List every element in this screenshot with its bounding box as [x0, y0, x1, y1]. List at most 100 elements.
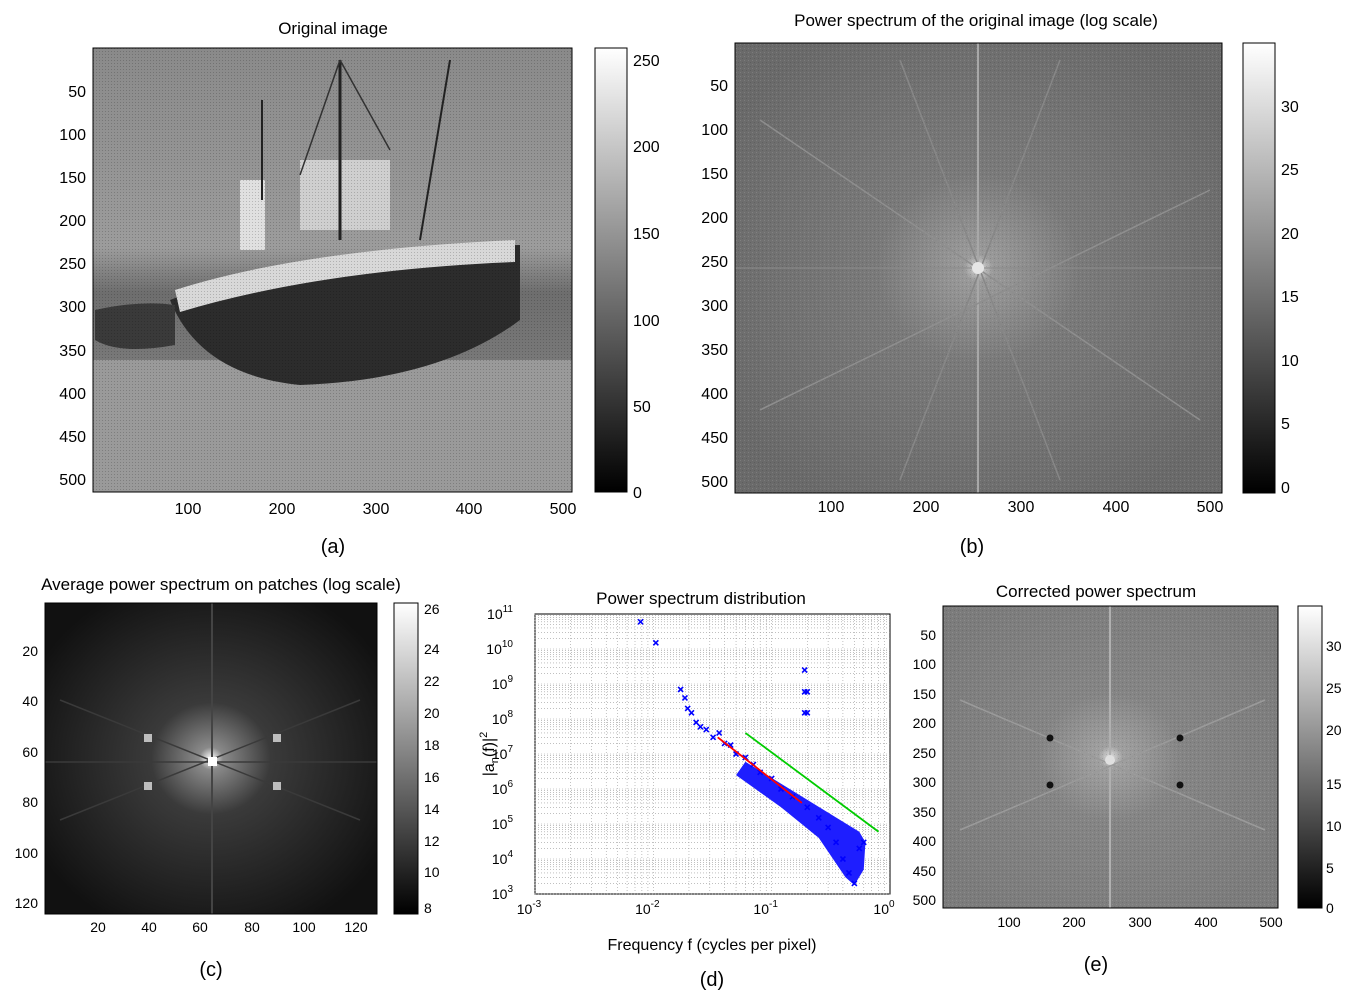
- svg-text:400: 400: [701, 386, 728, 403]
- svg-text:20: 20: [90, 919, 106, 935]
- scatter-point: [677, 686, 684, 693]
- svg-text:50: 50: [68, 84, 86, 101]
- scatter-point: [652, 639, 659, 646]
- svg-text:16: 16: [424, 769, 440, 785]
- panel-c: Average power spectrum on patches (log s…: [15, 575, 440, 981]
- panel-d-title: Power spectrum distribution: [596, 589, 806, 608]
- svg-text:100: 100: [633, 313, 660, 330]
- svg-text:250: 250: [913, 745, 937, 761]
- y-tick-label: 109: [492, 674, 514, 692]
- svg-text:0: 0: [633, 485, 642, 502]
- svg-text:300: 300: [913, 774, 937, 790]
- svg-text:500: 500: [913, 892, 937, 908]
- svg-text:20: 20: [424, 705, 440, 721]
- panel-d-ylabel: |an(f)|2: [478, 732, 501, 777]
- panel-d-xlabel: Frequency f (cycles per pixel): [608, 937, 817, 954]
- scatter-point: [703, 726, 710, 733]
- svg-text:400: 400: [59, 386, 86, 403]
- fit-line-green: [744, 732, 880, 833]
- x-tick-label: 10-1: [753, 899, 778, 917]
- scatter-point: [851, 880, 858, 887]
- svg-text:500: 500: [701, 474, 728, 491]
- svg-text:12: 12: [424, 833, 440, 849]
- scatter-point: [697, 723, 704, 730]
- panel-c-title: Average power spectrum on patches (log s…: [41, 575, 401, 594]
- svg-text:400: 400: [1103, 499, 1130, 516]
- scatter-point: [832, 839, 840, 846]
- scatter-point: [856, 845, 863, 852]
- x-tick-label: 10-3: [517, 899, 542, 917]
- y-tick-label: 104: [492, 849, 514, 867]
- panel-b-image: [735, 43, 1222, 493]
- panel-b-yticks: 50 100 150 200 250 300 350 400 450 500: [701, 78, 728, 491]
- panel-e-title: Corrected power spectrum: [996, 582, 1196, 601]
- panel-c-yticks: 20 40 60 80 100 120: [15, 643, 39, 911]
- y-tick-label: 107: [492, 744, 514, 762]
- svg-text:200: 200: [701, 210, 728, 227]
- svg-text:20: 20: [22, 643, 38, 659]
- svg-text:18: 18: [424, 737, 440, 753]
- panel-a-image: [93, 48, 572, 492]
- svg-text:200: 200: [633, 139, 660, 156]
- svg-text:50: 50: [920, 627, 936, 643]
- svg-text:450: 450: [59, 429, 86, 446]
- panel-d-points: [637, 618, 867, 887]
- svg-text:100: 100: [175, 501, 202, 518]
- svg-text:15: 15: [1281, 289, 1299, 306]
- svg-text:300: 300: [363, 501, 390, 518]
- y-tick-label: 106: [492, 779, 514, 797]
- svg-text:10: 10: [424, 864, 440, 880]
- panel-d-yticks: 103 104 105 106 107 108 109 1010 1011: [486, 604, 513, 902]
- svg-text:22: 22: [424, 673, 440, 689]
- panel-a-caption: (a): [321, 536, 345, 558]
- svg-text:150: 150: [913, 686, 937, 702]
- svg-text:200: 200: [1062, 914, 1086, 930]
- svg-text:60: 60: [192, 919, 208, 935]
- svg-text:0: 0: [1326, 900, 1334, 916]
- svg-text:250: 250: [701, 254, 728, 271]
- svg-text:200: 200: [59, 213, 86, 230]
- svg-text:80: 80: [22, 794, 38, 810]
- svg-text:200: 200: [913, 499, 940, 516]
- scatter-point: [845, 869, 853, 876]
- scatter-point: [804, 804, 811, 811]
- svg-text:200: 200: [269, 501, 296, 518]
- panel-b-title: Power spectrum of the original image (lo…: [794, 11, 1158, 30]
- svg-text:100: 100: [818, 499, 845, 516]
- svg-text:25: 25: [1281, 162, 1299, 179]
- panel-e-colorbar: 0 5 10 15 20 25 30: [1297, 605, 1342, 916]
- svg-text:5: 5: [1326, 860, 1334, 876]
- panel-e-yticks: 50 100 150 200 250 300 350 400 450 500: [913, 627, 937, 908]
- scatter-point: [681, 694, 689, 701]
- y-tick-label: 1011: [487, 604, 513, 622]
- svg-text:10: 10: [1281, 353, 1299, 370]
- panel-e-xticks: 100 200 300 400 500: [997, 914, 1283, 930]
- svg-text:120: 120: [15, 895, 39, 911]
- panel-a: Original image 50 100 150 200: [59, 19, 660, 558]
- panel-d-xticks: 10-3 10-2 10-1 100: [517, 899, 895, 917]
- panel-d-caption: (d): [700, 969, 724, 991]
- svg-text:150: 150: [59, 170, 86, 187]
- svg-text:|an(f)|2: |an(f)|2: [478, 732, 501, 777]
- svg-text:400: 400: [456, 501, 483, 518]
- svg-text:120: 120: [344, 919, 368, 935]
- svg-text:0: 0: [1281, 480, 1290, 497]
- svg-text:500: 500: [550, 501, 577, 518]
- svg-text:300: 300: [701, 298, 728, 315]
- y-tick-label: 108: [492, 709, 514, 727]
- panel-c-image: [45, 603, 377, 914]
- svg-text:24: 24: [424, 641, 440, 657]
- svg-text:400: 400: [913, 833, 937, 849]
- svg-text:10: 10: [1326, 818, 1342, 834]
- panel-d-fit-lines: [717, 732, 880, 833]
- svg-text:100: 100: [15, 845, 39, 861]
- y-tick-label: 105: [492, 814, 514, 832]
- svg-text:20: 20: [1281, 226, 1299, 243]
- svg-text:100: 100: [997, 914, 1021, 930]
- panel-c-caption: (c): [199, 959, 222, 981]
- svg-text:100: 100: [701, 122, 728, 139]
- svg-text:500: 500: [59, 472, 86, 489]
- svg-text:5: 5: [1281, 416, 1290, 433]
- svg-text:30: 30: [1281, 99, 1299, 116]
- svg-text:300: 300: [59, 299, 86, 316]
